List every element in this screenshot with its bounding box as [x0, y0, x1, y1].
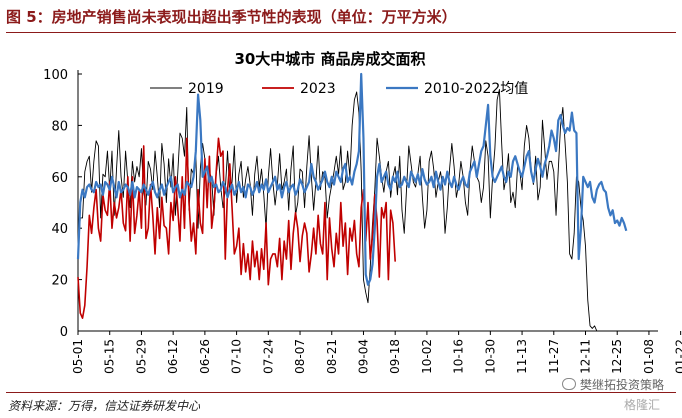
x-tick-label: 06-12	[166, 339, 180, 374]
chart-title: 30大中城市 商品房成交面积	[234, 50, 425, 68]
watermark-text: 樊继拓投资策略	[579, 378, 664, 392]
x-tick-label: 01-08	[642, 339, 656, 374]
series-1	[77, 137, 396, 319]
legend-label: 2010-2022均值	[424, 81, 528, 97]
y-tick-label: 80	[51, 119, 68, 134]
x-tick-label: 12-11	[579, 339, 593, 374]
series-2	[76, 72, 628, 286]
x-tick-label: 09-04	[356, 339, 370, 374]
x-tick-label: 07-24	[261, 339, 275, 374]
x-tick-label: 08-07	[293, 339, 307, 374]
x-tick-label: 08-21	[325, 339, 339, 374]
x-tick-label: 09-18	[388, 339, 402, 374]
x-tick-label: 10-02	[420, 339, 434, 374]
x-tick-label: 10-30	[483, 339, 497, 374]
y-tick-label: 20	[51, 274, 68, 289]
series-line	[76, 72, 628, 286]
x-tick-label: 05-15	[103, 339, 117, 374]
x-tick-label: 10-16	[452, 339, 466, 374]
source-note: 资料来源：万得，信达证券研发中心	[8, 399, 201, 413]
y-tick-label: 40	[51, 222, 68, 237]
title-rule	[6, 32, 676, 33]
chart-area: 30大中城市 商品房成交面积 2019 2023 2010-2022均值 0 20 40…	[43, 50, 682, 374]
figure-title: 图 5：房地产销售尚未表现出超出季节性的表现（单位：万平方米）	[6, 8, 457, 26]
x-tick-label: 05-01	[71, 339, 85, 374]
y-tick-label: 0	[60, 325, 68, 340]
x-tick-label: 06-26	[198, 339, 212, 374]
y-tick-label: 100	[43, 68, 68, 83]
legend-label: 2019	[188, 81, 224, 97]
x-tick-label: 05-29	[134, 339, 148, 374]
y-tick-label: 60	[51, 171, 68, 186]
watermark-sub: 格隆汇	[623, 398, 660, 412]
x-tick-label: 11-27	[547, 339, 561, 374]
series-layer	[76, 72, 628, 332]
series-line	[77, 137, 396, 319]
x-tick-label: 01-22	[674, 339, 682, 374]
wechat-icon	[561, 378, 576, 390]
legend-label: 2023	[300, 81, 336, 97]
watermark: 樊继拓投资策略	[561, 376, 664, 393]
footer-rule	[6, 392, 676, 393]
x-tick-label: 07-10	[230, 339, 244, 374]
x-tick-label: 11-13	[515, 339, 529, 374]
axes: 0 20 40 60 80 100 05-01 05-15 05-29 06-12 06-26 07-…	[43, 68, 682, 374]
legend: 2019 2023 2010-2022均值	[150, 81, 528, 97]
x-tick-label: 12-25	[610, 339, 624, 374]
